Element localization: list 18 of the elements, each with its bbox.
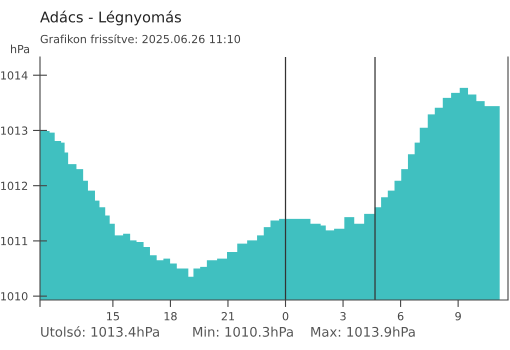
chart-title: Adács - Légnyomás <box>40 10 181 26</box>
x-tick-label: 18 <box>164 312 177 320</box>
y-tick-label: 1012 <box>1 182 28 190</box>
y-tick-label: 1011 <box>1 236 28 246</box>
x-tick-label: 3 <box>340 312 346 320</box>
chart-subtitle: Grafikon frissítve: 2025.06.26 11:10 <box>40 34 240 44</box>
x-tick-label: 21 <box>222 312 234 320</box>
y-tick-label: 1013 <box>1 126 28 135</box>
x-tick-label: 9 <box>455 312 461 320</box>
y-tick-label: 1014 <box>1 71 28 80</box>
y-axis-title: hPa <box>11 44 30 54</box>
x-tick-label: 6 <box>398 312 404 320</box>
x-tick-label: 0 <box>282 312 288 320</box>
text: Min: 1010.3hPa <box>193 326 293 337</box>
text: Utolsó: 1013.4hPa <box>41 326 159 337</box>
x-tick-label: 15 <box>107 312 119 320</box>
text: Max: 1013.9hPa <box>311 326 415 337</box>
y-tick-label: 1010 <box>1 292 28 301</box>
